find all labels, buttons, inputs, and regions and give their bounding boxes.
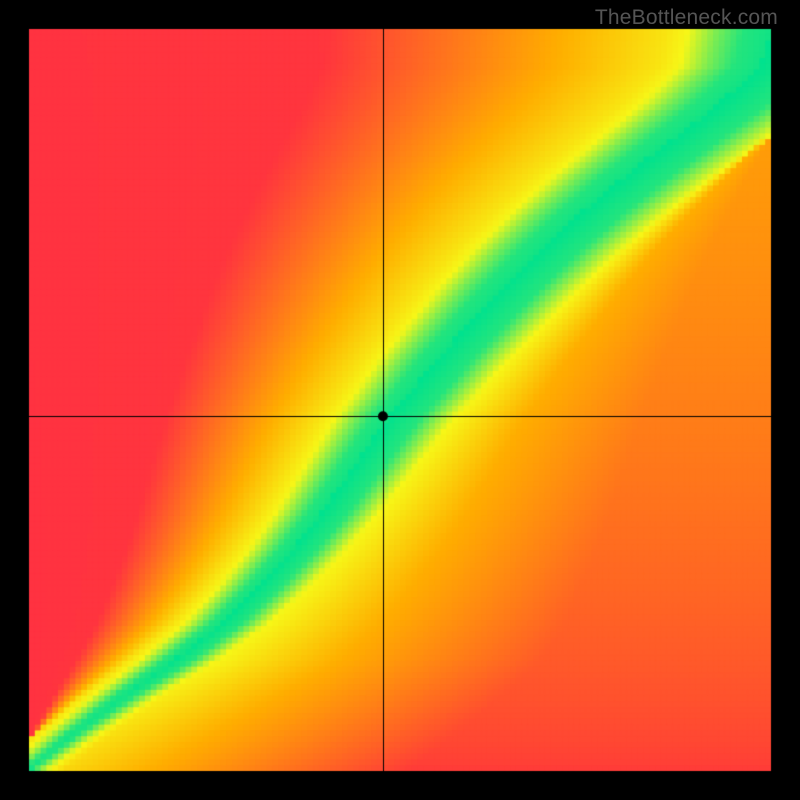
bottleneck-heatmap-container: { "watermark": "TheBottleneck.com", "can…	[0, 0, 800, 800]
bottleneck-heatmap-canvas	[0, 0, 800, 800]
watermark-text: TheBottleneck.com	[595, 6, 778, 30]
